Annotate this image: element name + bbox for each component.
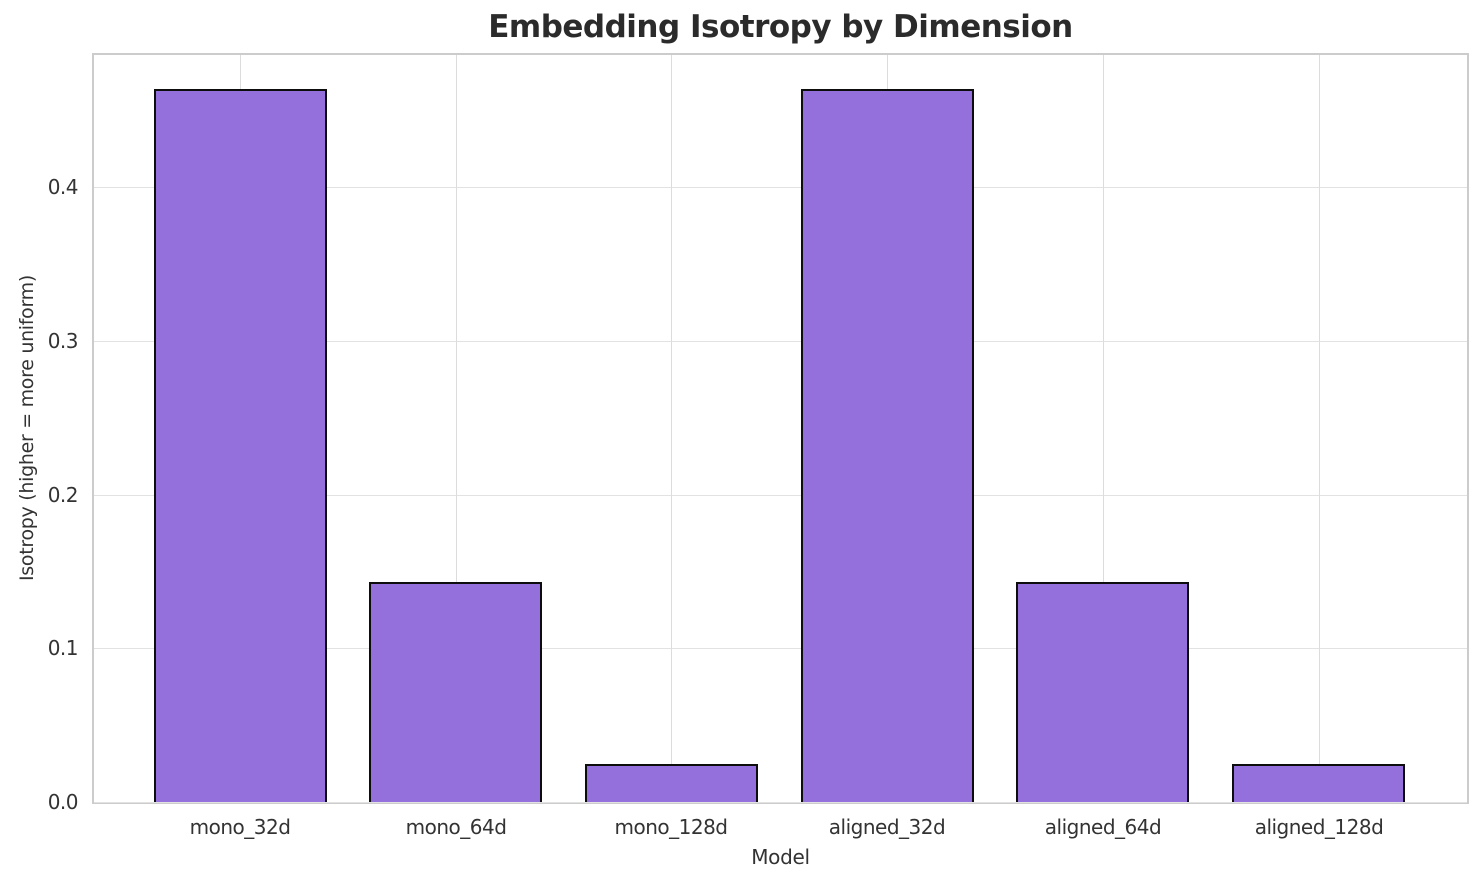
x-tick-label-mono_128d: mono_128d	[614, 815, 729, 839]
h-gridline-0.0	[94, 802, 1467, 803]
x-tick-label-aligned_32d: aligned_32d	[828, 815, 946, 839]
x-tick-label-mono_32d: mono_32d	[189, 815, 291, 839]
x-axis-label: Model	[751, 845, 810, 869]
bar-mono_64d	[369, 582, 542, 802]
y-tick-label-0.1: 0.1	[47, 636, 79, 660]
v-gridline-aligned_128d	[1319, 55, 1320, 802]
bar-aligned_128d	[1232, 764, 1405, 802]
v-gridline-mono_128d	[671, 55, 672, 802]
y-tick-label-0.3: 0.3	[47, 329, 79, 353]
bar-aligned_64d	[1016, 582, 1189, 802]
y-tick-label-0.0: 0.0	[47, 790, 79, 814]
plot-area	[92, 53, 1469, 804]
x-tick-label-aligned_64d: aligned_64d	[1044, 815, 1162, 839]
y-tick-label-0.2: 0.2	[47, 483, 79, 507]
y-axis-label: Isotropy (higher = more uniform)	[16, 274, 38, 582]
bar-aligned_32d	[801, 89, 974, 802]
y-tick-label-0.4: 0.4	[47, 175, 79, 199]
bar-mono_128d	[585, 764, 758, 802]
x-tick-label-mono_64d: mono_64d	[405, 815, 507, 839]
chart-title: Embedding Isotropy by Dimension	[488, 9, 1073, 45]
x-tick-label-aligned_128d: aligned_128d	[1254, 815, 1384, 839]
bar-mono_32d	[154, 89, 327, 802]
